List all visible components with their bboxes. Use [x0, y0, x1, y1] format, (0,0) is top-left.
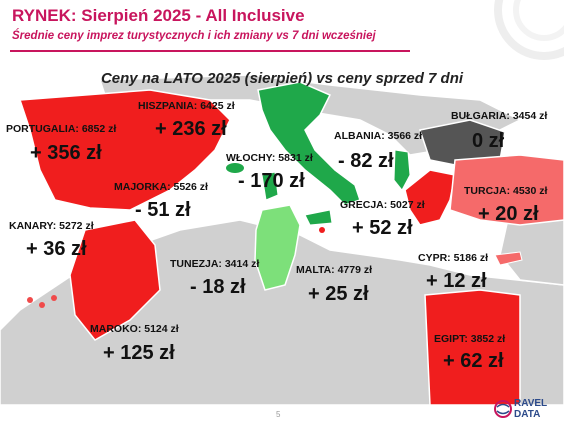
slide-header: RYNEK: Sierpień 2025 - All Inclusive Śre…	[0, 0, 564, 62]
change-canary: + 36 zł	[26, 238, 87, 260]
logo-text-1: RAVEL	[514, 398, 548, 409]
island-malta	[319, 227, 325, 233]
country-tunisia	[254, 204, 301, 291]
island-sicily	[304, 209, 333, 226]
country-greece	[404, 169, 456, 226]
logo-text-2: DATA	[514, 409, 541, 420]
change-malta: + 25 zł	[308, 283, 369, 305]
label-majorka: MAJORKA: 5526 zł	[114, 181, 208, 193]
page-number: 5	[276, 410, 281, 419]
change-turkey: + 20 zł	[478, 203, 539, 225]
change-spain: + 236 zł	[155, 118, 227, 140]
slide-footer	[0, 405, 564, 423]
decorative-circles-icon	[494, 0, 564, 60]
label-greece: GRECJA: 5027 zł	[340, 199, 425, 211]
label-portugal: PORTUGALIA: 6852 zł	[6, 123, 117, 135]
island-canary-3	[51, 295, 57, 301]
label-italy: WŁOCHY: 5831 zł	[226, 152, 313, 164]
change-cyprus: + 12 zł	[426, 270, 487, 292]
change-majorka: - 51 zł	[135, 199, 191, 221]
island-sardinia	[261, 171, 279, 201]
change-bulgaria: 0 zł	[472, 130, 505, 152]
island-majorka	[226, 163, 244, 173]
label-canary: KANARY: 5272 zł	[9, 220, 94, 232]
label-cyprus: CYPR: 5186 zł	[418, 252, 489, 264]
country-turkey	[449, 154, 564, 226]
island-canary-1	[27, 297, 33, 303]
label-bulgaria: BUŁGARIA: 3454 zł	[451, 110, 548, 122]
header-divider	[10, 50, 410, 52]
change-italy: - 170 zł	[238, 170, 305, 192]
country-cyprus	[494, 251, 523, 266]
slide-subtitle: Średnie ceny imprez turystycznych i ich …	[12, 30, 376, 42]
change-tunisia: - 18 zł	[190, 276, 246, 298]
change-greece: + 52 zł	[352, 217, 413, 239]
slide-title: RYNEK: Sierpień 2025 - All Inclusive	[12, 6, 305, 25]
country-italy	[257, 81, 361, 206]
label-spain: HISZPANIA: 6425 zł	[138, 100, 235, 112]
country-albania	[393, 149, 411, 191]
label-morocco: MAROKO: 5124 zł	[90, 323, 179, 335]
change-egypt: + 62 zł	[443, 350, 504, 372]
travel-data-logo: RAVEL DATA	[494, 398, 560, 420]
country-iberia	[18, 89, 231, 211]
country-morocco	[69, 219, 161, 341]
change-albania: - 82 zł	[338, 150, 394, 172]
change-morocco: + 125 zł	[103, 342, 175, 364]
country-egypt	[424, 289, 521, 405]
label-turkey: TURCJA: 4530 zł	[464, 185, 548, 197]
mediterranean-map	[0, 60, 564, 405]
label-malta: MALTA: 4779 zł	[296, 264, 373, 276]
label-albania: ALBANIA: 3566 zł	[334, 130, 423, 142]
change-portugal: + 356 zł	[30, 142, 102, 164]
label-tunisia: TUNEZJA: 3414 zł	[170, 258, 260, 270]
island-canary-2	[39, 302, 45, 308]
map-title: Ceny na LATO 2025 (sierpień) vs ceny spr…	[100, 70, 464, 87]
logo-globe-icon	[494, 400, 512, 418]
label-egypt: EGIPT: 3852 zł	[434, 333, 506, 345]
